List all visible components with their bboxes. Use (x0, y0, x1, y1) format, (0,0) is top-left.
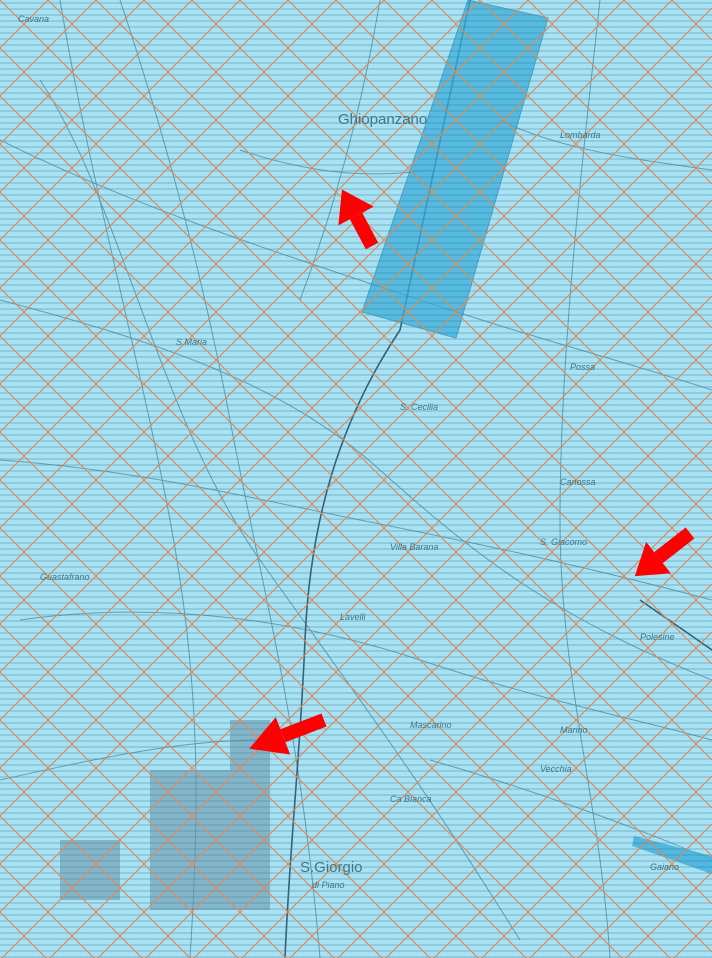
label-s-giorgio: S.Giorgio (300, 859, 363, 876)
label-lombarda: Lombarda (560, 130, 601, 140)
place-labels: Ghiopanzano Cavana Lombarda S. Cecilia S… (18, 14, 679, 890)
label-s-cecilia: S. Cecilia (400, 402, 438, 412)
arrow-north-icon (338, 189, 379, 250)
label-di-piano: di Piano (312, 880, 345, 890)
label-ca-bianca: Ca Bianca (390, 794, 432, 804)
label-mascarino: Mascarino (410, 720, 452, 730)
label-vecchia: Vecchia (540, 764, 572, 774)
label-gaiano: Gaiano (650, 862, 679, 872)
label-possa: Possa (570, 362, 595, 372)
label-santa-maria: S.Maria (176, 337, 207, 347)
label-lavelli: Lavelli (340, 612, 367, 622)
label-marino: Marino (560, 725, 588, 735)
label-villa-barana: Villa Barana (390, 542, 438, 552)
arrow-east-icon (634, 527, 695, 577)
arrow-south-icon (249, 713, 327, 755)
label-giovanzano: Ghiopanzano (338, 111, 427, 128)
label-polesine: Polesine (640, 632, 675, 642)
label-guastafrano: Guastafrano (40, 572, 90, 582)
label-s-giacomo: S. Giacomo (540, 537, 587, 547)
label-canossa: Canossa (560, 477, 596, 487)
label-cavana: Cavana (18, 14, 49, 24)
